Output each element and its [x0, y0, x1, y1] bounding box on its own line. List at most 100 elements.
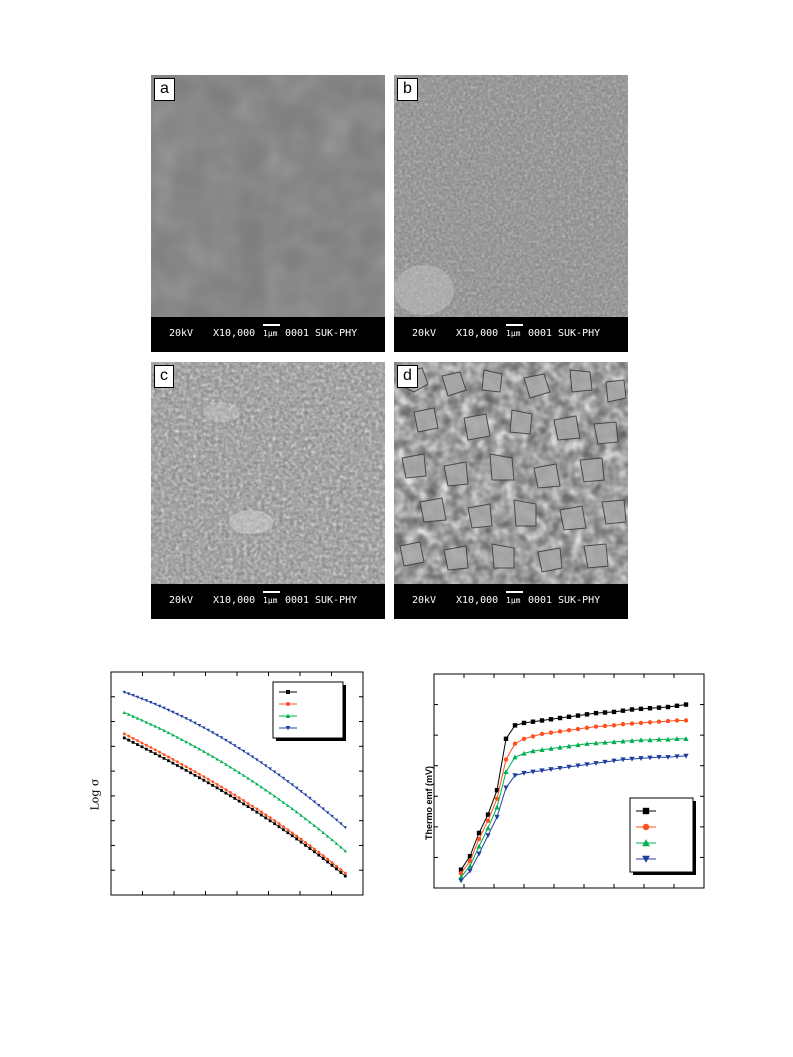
data-point	[215, 733, 219, 737]
data-point	[184, 740, 188, 744]
data-point	[575, 713, 581, 718]
data-point	[224, 791, 228, 795]
data-point	[268, 819, 272, 823]
data-point	[321, 830, 325, 834]
data-point	[503, 736, 509, 742]
sem-texture-d	[394, 362, 628, 584]
data-point	[330, 814, 334, 818]
data-point	[620, 738, 626, 744]
data-point	[629, 738, 635, 743]
data-point	[237, 796, 241, 800]
data-point	[264, 813, 268, 817]
legend-marker	[286, 690, 290, 694]
data-point	[282, 825, 285, 829]
data-point	[325, 811, 330, 815]
sem-code: 0001	[528, 328, 553, 339]
data-point	[282, 828, 285, 832]
data-point	[131, 736, 135, 740]
data-point	[339, 868, 343, 872]
data-point	[575, 763, 581, 769]
data-point	[149, 746, 153, 749]
sem-info-bar-d: 20kV X10,000 1µm 0001 SUK-PHY	[394, 584, 628, 619]
data-point	[512, 723, 518, 728]
data-point	[259, 810, 263, 814]
data-point	[683, 736, 689, 742]
data-point	[136, 743, 139, 746]
scale-bar	[263, 591, 280, 593]
data-point	[175, 760, 179, 764]
data-point	[629, 707, 635, 712]
series-0	[122, 736, 347, 878]
data-point	[339, 871, 343, 874]
data-point	[171, 757, 175, 761]
series-line	[460, 738, 686, 878]
data-point	[166, 731, 171, 735]
data-point	[334, 818, 339, 822]
data-point	[268, 816, 272, 820]
data-point	[233, 744, 237, 748]
data-point	[188, 742, 193, 746]
data-point	[611, 709, 617, 715]
data-point	[277, 822, 281, 826]
data-point	[656, 736, 662, 742]
legend-marker	[642, 855, 650, 863]
data-point	[308, 847, 312, 850]
y-axis-label: Thermo emf (mV)	[424, 766, 434, 841]
data-point	[521, 736, 527, 742]
data-point	[638, 720, 644, 726]
data-point	[202, 749, 206, 753]
data-point	[162, 728, 166, 732]
sem-code: 0001	[528, 595, 553, 606]
data-point	[476, 851, 482, 857]
data-point	[246, 776, 250, 780]
scale-bar	[506, 591, 523, 593]
data-point	[237, 747, 241, 751]
data-point	[485, 818, 491, 823]
series-line	[460, 755, 687, 882]
data-point	[171, 710, 175, 714]
sem-info-bar-c: 20kV X10,000 1µm 0001 SUK-PHY	[151, 584, 385, 619]
data-point	[584, 762, 590, 768]
data-point	[198, 776, 201, 780]
data-point	[485, 812, 491, 817]
data-point	[167, 755, 170, 759]
data-point	[299, 837, 303, 841]
series-1	[122, 732, 347, 875]
series-2	[458, 736, 689, 880]
data-point	[233, 793, 237, 797]
data-point	[286, 831, 290, 835]
data-point	[135, 695, 140, 699]
data-point	[539, 731, 545, 737]
data-point	[530, 769, 536, 775]
data-point	[566, 714, 572, 719]
sem-lab: SUK-PHY	[558, 595, 601, 606]
data-point	[171, 761, 175, 765]
panel-label-c: c	[154, 365, 174, 388]
data-point	[343, 849, 347, 853]
thermo-emf-plot	[433, 673, 705, 889]
data-point	[548, 767, 554, 773]
data-point	[131, 714, 135, 718]
data-point	[144, 699, 149, 703]
sem-voltage: 20kV	[412, 328, 437, 339]
sem-info-bar-b: 20kV X10,000 1µm 0001 SUK-PHY	[394, 317, 628, 352]
data-point	[665, 736, 671, 742]
data-point	[339, 822, 343, 826]
data-point	[246, 752, 250, 756]
data-point	[171, 733, 175, 737]
data-point	[566, 743, 572, 749]
legend-marker	[642, 839, 650, 847]
data-point	[467, 868, 473, 874]
data-point	[140, 745, 144, 749]
data-point	[264, 816, 268, 820]
sem-info-bar-a: 20kV X10,000 1µm 0001 SUK-PHY	[151, 317, 385, 352]
data-point	[321, 854, 325, 858]
data-point	[202, 726, 206, 730]
data-point	[255, 758, 259, 762]
data-point	[224, 738, 228, 742]
data-point	[303, 793, 308, 797]
data-point	[237, 770, 241, 774]
data-point	[184, 765, 188, 769]
data-point	[317, 803, 321, 808]
data-point	[255, 782, 259, 786]
